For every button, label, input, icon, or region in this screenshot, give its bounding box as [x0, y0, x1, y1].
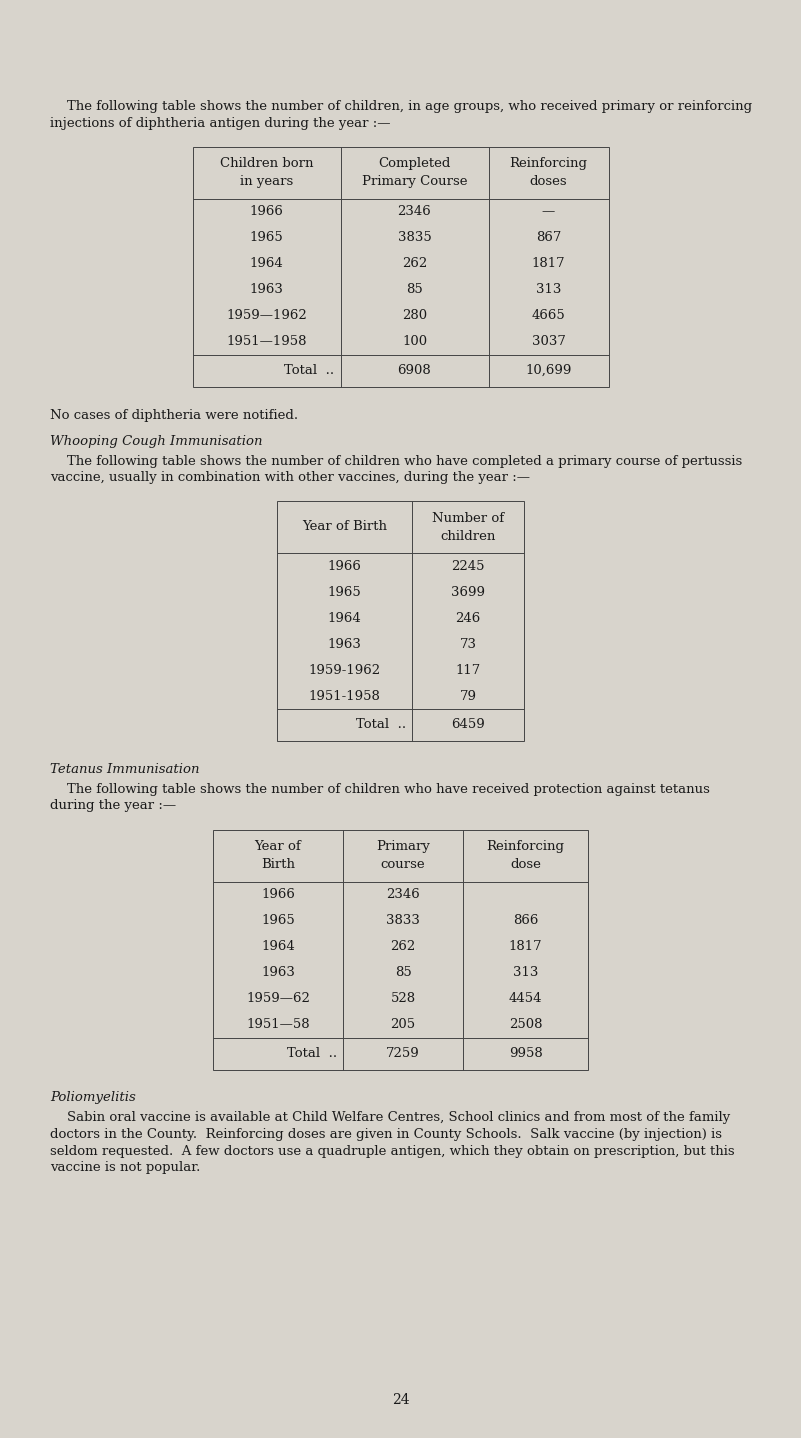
Text: 1964: 1964	[261, 940, 295, 953]
Text: 1817: 1817	[509, 940, 542, 953]
Text: Whooping Cough Immunisation: Whooping Cough Immunisation	[50, 434, 263, 447]
Text: 1965: 1965	[261, 915, 295, 928]
Text: 3699: 3699	[451, 585, 485, 598]
Text: 1951—1958: 1951—1958	[226, 335, 307, 348]
Text: 4665: 4665	[532, 309, 566, 322]
Text: Primary
course: Primary course	[376, 840, 430, 871]
Text: Tetanus Immunisation: Tetanus Immunisation	[50, 764, 199, 777]
Text: —: —	[541, 206, 555, 219]
Text: Year of
Birth: Year of Birth	[255, 840, 301, 871]
Text: 1966: 1966	[261, 889, 295, 902]
Text: 1964: 1964	[328, 611, 361, 624]
Text: 79: 79	[460, 689, 477, 703]
Text: 867: 867	[536, 232, 562, 244]
Text: Reinforcing
doses: Reinforcing doses	[509, 157, 587, 188]
Text: 4454: 4454	[509, 992, 542, 1005]
Text: The following table shows the number of children who have completed a primary co: The following table shows the number of …	[50, 454, 743, 467]
Bar	[192, 147, 609, 387]
Text: 262: 262	[390, 940, 416, 953]
Text: Total  ..: Total ..	[287, 1047, 337, 1060]
Text: Completed
Primary Course: Completed Primary Course	[362, 157, 467, 188]
Text: 9958: 9958	[509, 1047, 542, 1060]
Text: vaccine, usually in combination with other vaccines, during the year :—: vaccine, usually in combination with oth…	[50, 472, 530, 485]
Text: 1817: 1817	[532, 257, 566, 270]
Text: 1951—58: 1951—58	[246, 1018, 310, 1031]
Text: 313: 313	[513, 966, 538, 979]
Text: 1951-1958: 1951-1958	[308, 689, 380, 703]
Bar	[213, 830, 588, 1070]
Text: 262: 262	[402, 257, 427, 270]
Text: Reinforcing
dose: Reinforcing dose	[486, 840, 565, 871]
Text: 866: 866	[513, 915, 538, 928]
Text: 1966: 1966	[250, 206, 284, 219]
Text: vaccine is not popular.: vaccine is not popular.	[50, 1160, 200, 1173]
Text: Sabin oral vaccine is available at Child Welfare Centres, School clinics and fro: Sabin oral vaccine is available at Child…	[50, 1112, 731, 1125]
Text: 7259: 7259	[386, 1047, 420, 1060]
Text: The following table shows the number of children, in age groups, who received pr: The following table shows the number of …	[50, 101, 752, 114]
Text: 85: 85	[406, 283, 423, 296]
Text: 246: 246	[456, 611, 481, 624]
Text: 6459: 6459	[451, 719, 485, 732]
Text: 1964: 1964	[250, 257, 284, 270]
Text: 1965: 1965	[250, 232, 284, 244]
Text: 2245: 2245	[451, 559, 485, 572]
Text: 100: 100	[402, 335, 427, 348]
Text: 1963: 1963	[328, 637, 361, 650]
Text: seldom requested.  A few doctors use a quadruple antigen, which they obtain on p: seldom requested. A few doctors use a qu…	[50, 1145, 735, 1158]
Text: 1959—1962: 1959—1962	[226, 309, 307, 322]
Text: 280: 280	[402, 309, 427, 322]
Text: 117: 117	[456, 663, 481, 676]
Text: The following table shows the number of children who have received protection ag: The following table shows the number of …	[50, 784, 710, 797]
Text: 1965: 1965	[328, 585, 361, 598]
Text: Total  ..: Total ..	[356, 719, 406, 732]
Text: 1963: 1963	[261, 966, 295, 979]
Text: 2346: 2346	[397, 206, 432, 219]
Text: 205: 205	[390, 1018, 416, 1031]
Text: 3835: 3835	[397, 232, 432, 244]
Text: Number of
children: Number of children	[432, 512, 504, 542]
Bar	[277, 500, 524, 741]
Text: Children born
in years: Children born in years	[219, 157, 313, 188]
Text: 2346: 2346	[386, 889, 420, 902]
Text: No cases of diphtheria were notified.: No cases of diphtheria were notified.	[50, 408, 298, 421]
Text: during the year :—: during the year :—	[50, 800, 176, 812]
Text: 1959—62: 1959—62	[246, 992, 310, 1005]
Text: 2508: 2508	[509, 1018, 542, 1031]
Text: 24: 24	[392, 1393, 410, 1406]
Text: 1963: 1963	[250, 283, 284, 296]
Text: 85: 85	[395, 966, 412, 979]
Text: doctors in the County.  Reinforcing doses are given in County Schools.  Salk vac: doctors in the County. Reinforcing doses…	[50, 1127, 722, 1140]
Text: Poliomyelitis: Poliomyelitis	[50, 1091, 135, 1104]
Text: 3037: 3037	[532, 335, 566, 348]
Text: Year of Birth: Year of Birth	[302, 521, 387, 533]
Text: 73: 73	[460, 637, 477, 650]
Text: 3833: 3833	[386, 915, 420, 928]
Text: 1959-1962: 1959-1962	[308, 663, 380, 676]
Text: injections of diphtheria antigen during the year :—: injections of diphtheria antigen during …	[50, 116, 391, 129]
Text: 313: 313	[536, 283, 562, 296]
Text: 6908: 6908	[397, 364, 432, 377]
Text: 10,699: 10,699	[525, 364, 572, 377]
Text: Total  ..: Total ..	[284, 364, 335, 377]
Text: 528: 528	[390, 992, 416, 1005]
Text: 1966: 1966	[328, 559, 361, 572]
